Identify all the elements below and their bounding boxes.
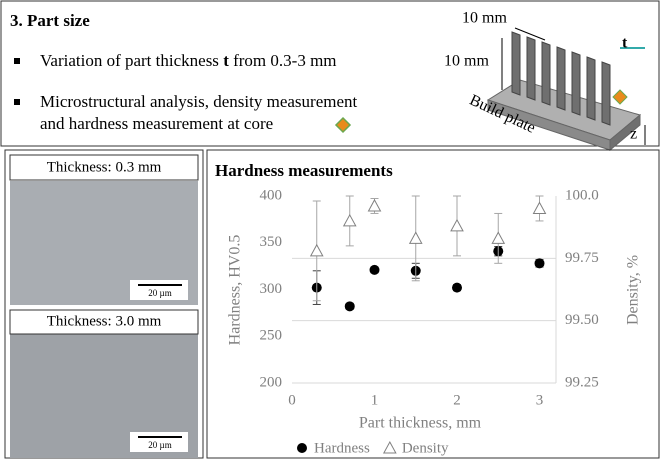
text: from 0.3-3 mm — [229, 51, 337, 70]
marker — [452, 282, 462, 293]
bullet — [14, 58, 20, 64]
x-tick-label: 3 — [536, 392, 544, 408]
y-axis-label: Hardness, HV0.5 — [227, 235, 244, 346]
y-tick-label: 400 — [260, 187, 283, 203]
y2-tick-label: 99.75 — [565, 250, 599, 266]
x-tick-label: 0 — [288, 392, 296, 408]
scale-label: 20 µm — [148, 288, 171, 298]
bullet-text: Variation of part thickness t from 0.3-3… — [40, 51, 337, 70]
marker — [309, 243, 324, 257]
diagram-label: z — [630, 126, 637, 143]
marker — [450, 218, 464, 232]
section-title: 3. Part size — [10, 11, 90, 30]
marker — [532, 201, 547, 214]
legend-label: Hardness — [314, 440, 370, 456]
marker — [344, 301, 355, 312]
marker — [369, 264, 380, 275]
marker — [342, 213, 357, 227]
text: t — [223, 51, 229, 70]
marker — [534, 258, 545, 269]
marker — [408, 231, 423, 244]
bullet-text: Microstructural analysis, density measur… — [40, 92, 358, 111]
marker — [297, 443, 307, 453]
chart-title: Hardness measurements — [215, 161, 393, 180]
micro-label-box — [9, 309, 199, 335]
legend-label: Density — [402, 440, 449, 456]
micro-label: Thickness: 3.0 mm — [47, 313, 162, 329]
diagram-label: t — [622, 35, 628, 52]
micro-label-box — [9, 154, 199, 181]
y2-tick-label: 99.50 — [565, 312, 599, 328]
micro-label: Thickness: 0.3 mm — [47, 159, 162, 175]
marker — [367, 198, 382, 212]
y-tick-label: 250 — [260, 328, 283, 344]
y-tick-label: 350 — [260, 234, 283, 250]
marker — [382, 440, 397, 454]
y-tick-label: 300 — [260, 281, 283, 297]
x-tick-label: 1 — [371, 392, 379, 408]
x-axis-label: Part thickness, mm — [359, 415, 482, 432]
top-box — [0, 0, 660, 147]
core-icon — [334, 116, 352, 134]
y2-axis-label: Density, % — [625, 255, 642, 325]
y-tick-label: 200 — [260, 374, 283, 390]
chart-box — [206, 149, 660, 459]
legend: Hardness Density — [297, 440, 449, 456]
marker — [491, 231, 506, 244]
text: Variation of part thickness — [40, 51, 223, 70]
diagram-label: 10 mm — [444, 53, 489, 70]
x-tick-label: 2 — [453, 392, 461, 408]
bullet-text: and hardness measurement at core — [40, 114, 273, 133]
y2-tick-label: 100.0 — [565, 187, 599, 203]
scale-label: 20 µm — [148, 440, 171, 450]
bullet — [14, 99, 20, 105]
diagram-label: 10 mm — [462, 10, 507, 27]
y2-tick-label: 99.25 — [565, 374, 599, 390]
